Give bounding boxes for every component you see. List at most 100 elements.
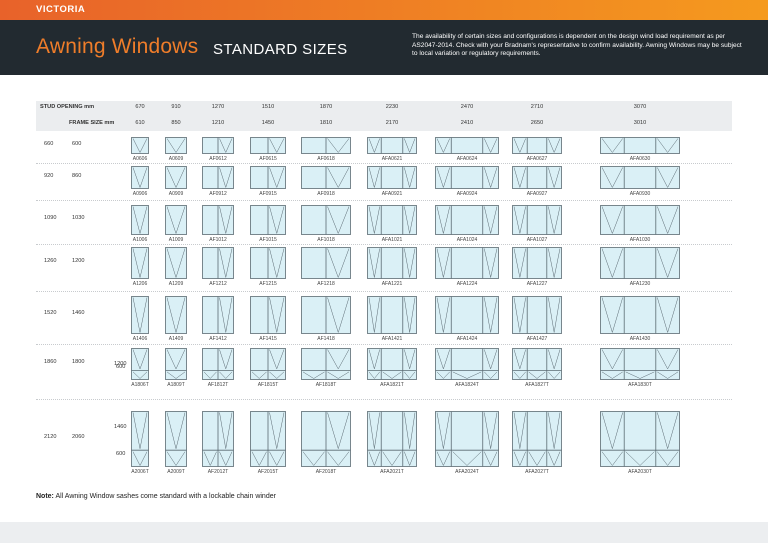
window-code: A1209 (168, 281, 184, 287)
window-code: AFA0624 (456, 156, 478, 162)
window-diagram (512, 348, 562, 380)
window-diagram (512, 166, 562, 189)
stud-opening-value: 2470 (460, 104, 474, 110)
row-stud-opening: 920 (44, 172, 54, 179)
row-stud-opening: 1520 (44, 310, 57, 316)
frame-size-value: 610 (135, 120, 145, 126)
window-code: AF0915 (259, 191, 277, 197)
window-diagram (301, 166, 351, 189)
window-code: AF1215 (259, 281, 277, 287)
window-code: AFA1421 (381, 336, 403, 342)
frame-size-label: FRAME SIZE mm (69, 120, 115, 126)
window-diagram (250, 411, 286, 467)
window-code: AFA0627 (526, 156, 548, 162)
row-stud-opening: 1860 (44, 359, 57, 365)
window-diagram (435, 411, 499, 467)
window-diagram (435, 348, 499, 380)
window-code: AFA1830T (628, 382, 652, 388)
row-frame-size: 860 (72, 172, 82, 179)
window-code: AFA1230 (629, 281, 651, 287)
window-diagram (512, 205, 562, 235)
window-code: AF1218 (317, 281, 335, 287)
window-diagram (301, 205, 351, 235)
window-code: A1809T (167, 382, 185, 388)
window-diagram (512, 137, 562, 154)
window-diagram (435, 166, 499, 189)
split-height-top: 1460 (114, 424, 127, 430)
frame-size-value: 2650 (530, 120, 544, 126)
row-divider (36, 344, 732, 345)
window-code: AFA1027 (526, 237, 548, 243)
stud-opening-value: 1510 (261, 104, 275, 110)
row-frame-size: 1200 (72, 258, 85, 264)
frame-size-value: 1450 (261, 120, 275, 126)
window-code: A1406 (132, 336, 148, 342)
stud-opening-label: STUD OPENING mm (40, 104, 95, 110)
window-code: A0606 (132, 156, 148, 162)
window-code: AFA1224 (456, 281, 478, 287)
window-code: AF0612 (209, 156, 227, 162)
window-code: AFA2030T (628, 469, 652, 475)
split-height-top: 1200 (114, 361, 127, 367)
window-diagram (250, 247, 286, 279)
frame-size-value: 1210 (211, 120, 225, 126)
window-diagram (202, 296, 234, 334)
window-diagram (250, 348, 286, 380)
window-code: A1006 (132, 237, 148, 243)
window-code: AF0618 (317, 156, 335, 162)
window-diagram (600, 137, 680, 154)
window-diagram (131, 166, 149, 189)
window-diagram (512, 296, 562, 334)
page-footer (0, 522, 768, 543)
row-frame-size: 1030 (72, 215, 85, 221)
window-diagram (367, 205, 417, 235)
window-code: AFA1227 (526, 281, 548, 287)
region-banner: VICTORIA (0, 0, 768, 20)
window-diagram (435, 247, 499, 279)
window-code: AF1012 (209, 237, 227, 243)
window-diagram (131, 247, 149, 279)
window-diagram (165, 411, 187, 467)
window-code: AFA1030 (629, 237, 651, 243)
split-height-bottom: 600 (116, 451, 126, 457)
window-diagram (131, 411, 149, 467)
window-diagram (250, 296, 286, 334)
window-code: AFA1024 (456, 237, 478, 243)
footnote: Note: All Awning Window sashes come stan… (36, 493, 276, 500)
window-code: AF2018T (315, 469, 337, 475)
row-stud-opening: 1090 (44, 215, 57, 221)
row-frame-size: 1800 (72, 359, 85, 365)
window-diagram (202, 205, 234, 235)
window-code: AFA0630 (629, 156, 651, 162)
row-divider (36, 163, 732, 164)
window-diagram (600, 205, 680, 235)
window-code: AFA1424 (456, 336, 478, 342)
window-diagram (202, 411, 234, 467)
window-diagram (131, 296, 149, 334)
note-text: All Awning Window sashes come standard w… (53, 493, 276, 500)
window-diagram (250, 166, 286, 189)
window-diagram (202, 247, 234, 279)
window-diagram (600, 166, 680, 189)
window-code: AF0912 (209, 191, 227, 197)
window-diagram (165, 247, 187, 279)
row-frame-size: 600 (72, 140, 82, 147)
window-diagram (301, 137, 351, 154)
window-diagram (165, 296, 187, 334)
window-code: AFA1824T (455, 382, 479, 388)
row-divider (36, 290, 732, 292)
window-code: A0909 (168, 191, 184, 197)
window-diagram (202, 137, 234, 154)
window-code: AFA2021T (380, 469, 404, 475)
window-diagram (367, 296, 417, 334)
row-frame-size: 2060 (72, 434, 85, 440)
window-code: A0609 (168, 156, 184, 162)
window-diagram (600, 411, 680, 467)
window-diagram (435, 137, 499, 154)
window-code: A0906 (132, 191, 148, 197)
window-diagram (301, 247, 351, 279)
window-code: AFA0927 (526, 191, 548, 197)
window-code: AF1418 (317, 336, 335, 342)
window-code: AF1815T (257, 382, 279, 388)
window-diagram (165, 137, 187, 154)
